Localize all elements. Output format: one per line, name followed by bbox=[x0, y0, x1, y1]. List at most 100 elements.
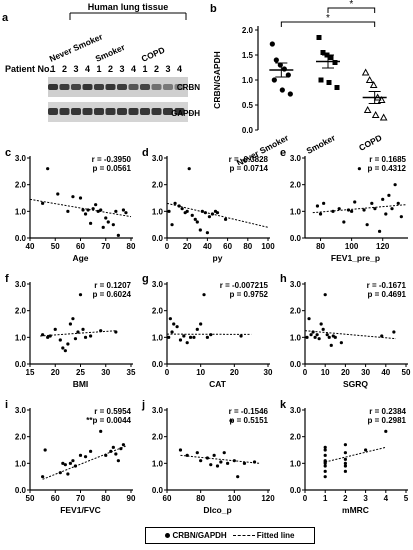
data-point bbox=[200, 209, 204, 213]
y-tick-label: 0.0 bbox=[152, 234, 164, 243]
data-point bbox=[43, 448, 47, 452]
data-point bbox=[326, 80, 332, 85]
data-point bbox=[363, 105, 372, 113]
data-point bbox=[362, 208, 366, 212]
data-point bbox=[396, 201, 400, 205]
x-axis-label: Dlco_p bbox=[203, 505, 231, 515]
p-value: p = 0.4691 bbox=[368, 290, 407, 299]
data-point bbox=[78, 196, 83, 200]
x-tick-label: 70 bbox=[101, 242, 110, 251]
data-point bbox=[94, 203, 98, 207]
y-tick-label: 1.0 bbox=[152, 333, 164, 342]
data-point bbox=[328, 55, 334, 60]
data-point bbox=[323, 293, 327, 297]
data-point bbox=[323, 469, 327, 473]
panel-label: k bbox=[280, 399, 287, 411]
data-point bbox=[180, 207, 184, 211]
data-point bbox=[390, 207, 394, 211]
data-point bbox=[68, 461, 72, 465]
data-point bbox=[83, 335, 88, 339]
data-point bbox=[343, 443, 347, 447]
patient-number: 4 bbox=[177, 64, 182, 74]
p-value: p = 0.0561 bbox=[93, 164, 132, 173]
x-tick-label: 100 bbox=[261, 242, 275, 251]
patient-number: 1 bbox=[142, 64, 147, 74]
data-point bbox=[209, 333, 213, 337]
y-tick-label: 1.0 bbox=[152, 207, 164, 216]
group-label: COPD bbox=[140, 45, 167, 64]
x-tick-label: 50 bbox=[51, 242, 60, 251]
data-point bbox=[226, 461, 230, 465]
data-point bbox=[325, 333, 329, 337]
crbn-band bbox=[105, 84, 116, 90]
x-tick-label: 20 bbox=[51, 368, 60, 377]
crbn-band bbox=[117, 84, 127, 90]
y-tick-label: 2.0 bbox=[15, 307, 27, 316]
y-tick-label: 0.0 bbox=[290, 360, 302, 369]
data-point bbox=[317, 337, 321, 341]
r-value: r = -0.3950 bbox=[92, 155, 132, 164]
data-point bbox=[350, 209, 354, 213]
data-point bbox=[192, 335, 196, 339]
x-axis-label: SGRQ bbox=[343, 379, 368, 389]
panel-label: c bbox=[5, 147, 11, 159]
panel-a-label: a bbox=[2, 12, 9, 24]
y-tick-label: 2.0 bbox=[152, 433, 164, 442]
gapdh-band bbox=[94, 108, 104, 115]
x-tick-label: 0 bbox=[165, 368, 170, 377]
y-tick-label: 0.0 bbox=[152, 486, 164, 495]
data-point bbox=[377, 229, 382, 233]
x-tick-label: 5 bbox=[404, 494, 409, 503]
y-axis-label: CRBN/GAPDH bbox=[212, 51, 222, 109]
x-tick-label: 3 bbox=[363, 494, 368, 503]
data-point bbox=[332, 60, 338, 65]
chart-e: e 0.0 1.0 2.0 3.0 80 100 120 FEV1_pre_p r = 0.168… bbox=[280, 147, 408, 263]
data-point bbox=[53, 327, 57, 331]
data-point bbox=[357, 167, 361, 171]
x-tick-label: 20 bbox=[183, 242, 192, 251]
x-axis-label: Age bbox=[72, 253, 88, 263]
data-point bbox=[353, 200, 357, 204]
x-tick-label: 80 bbox=[127, 242, 136, 251]
data-point bbox=[56, 192, 60, 196]
data-point bbox=[114, 452, 118, 456]
data-point bbox=[305, 335, 309, 339]
data-point bbox=[195, 220, 199, 224]
data-point bbox=[323, 464, 327, 468]
x-tick-label: 4 bbox=[384, 494, 389, 503]
data-point bbox=[392, 330, 396, 334]
x-tick-label: 20 bbox=[230, 368, 239, 377]
data-point bbox=[361, 68, 370, 76]
data-point bbox=[185, 341, 189, 345]
patient-number: 1 bbox=[96, 64, 101, 74]
data-point bbox=[384, 429, 388, 433]
y-tick-label: 1.0 bbox=[15, 333, 27, 342]
r-value: r = -0.007215 bbox=[220, 281, 269, 290]
data-point bbox=[384, 212, 388, 216]
data-point bbox=[323, 453, 327, 457]
data-point bbox=[89, 334, 93, 338]
data-point bbox=[323, 445, 327, 449]
significance-mark: * bbox=[326, 13, 330, 24]
crbn-band bbox=[59, 84, 70, 90]
data-point bbox=[71, 317, 75, 321]
svg-text:~: ~ bbox=[188, 109, 193, 118]
data-point bbox=[178, 448, 183, 452]
crbn-band-label: CRBN bbox=[177, 83, 200, 92]
legend-dot-entry: CRBN/GAPDH bbox=[165, 531, 227, 540]
patient-no-label: Patient No. bbox=[5, 64, 52, 74]
y-tick-label: 0.5 bbox=[242, 101, 254, 110]
data-point bbox=[365, 223, 369, 227]
data-point bbox=[188, 335, 193, 339]
r-value: r = -0.1671 bbox=[367, 281, 407, 290]
y-tick-label: 3.0 bbox=[15, 406, 27, 415]
gapdh-band bbox=[48, 108, 58, 115]
data-point bbox=[343, 464, 347, 468]
y-tick-label: 0.0 bbox=[242, 126, 254, 135]
x-tick-label: 60 bbox=[51, 494, 60, 503]
x-axis-label: mMRC bbox=[342, 505, 369, 515]
data-point bbox=[215, 464, 220, 468]
chart-h: h 0.0 1.0 2.0 3.0 0 10 20 30 40 50 SGRQ r = -0.1671p… bbox=[280, 273, 411, 389]
data-point bbox=[187, 167, 191, 171]
